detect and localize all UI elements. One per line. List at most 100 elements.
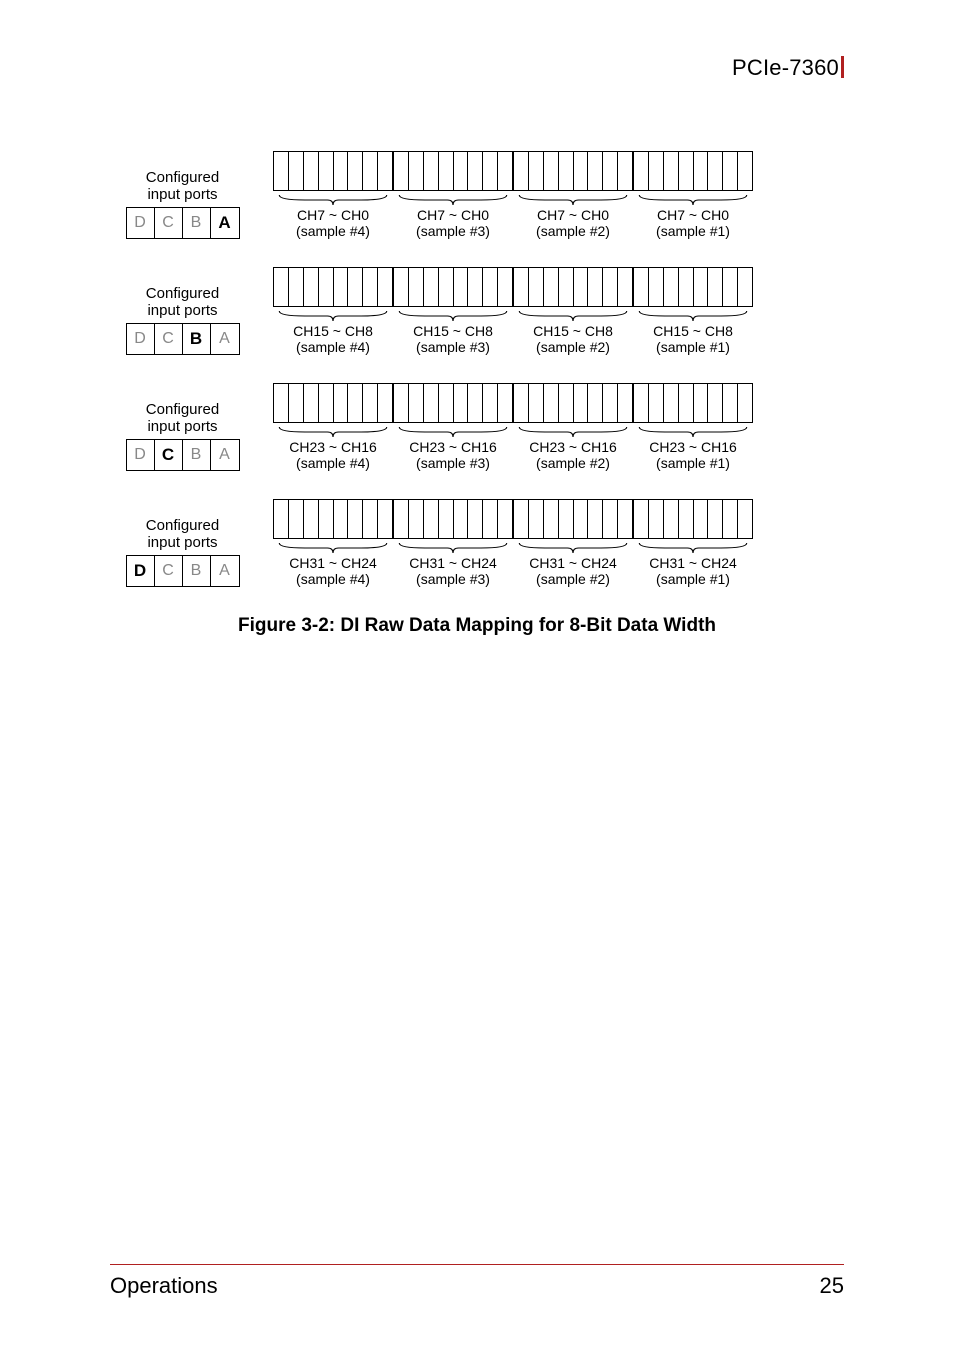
bit-cell [514, 384, 529, 422]
sample-group: CH15 ~ CH8 (sample #2) [513, 309, 633, 355]
bit-cell [618, 152, 634, 190]
diagram-area: Configured input ports D C B A CH7 ~ CH0… [110, 151, 844, 637]
bit-cell [634, 152, 649, 190]
bit-cell [424, 384, 439, 422]
bit-cell [363, 268, 378, 306]
bit-cell [723, 384, 738, 422]
bit-cell [304, 152, 319, 190]
sample-number: (sample #3) [416, 455, 490, 471]
bit-cell [723, 152, 738, 190]
brace-row: CH31 ~ CH24 (sample #4) CH31 ~ CH24 (sam… [273, 541, 753, 587]
bit-cell [304, 500, 319, 538]
bit-cell [679, 152, 694, 190]
bit-cell [574, 384, 589, 422]
sample-number: (sample #3) [416, 223, 490, 239]
sample-group: CH7 ~ CH0 (sample #4) [273, 193, 393, 239]
bit-cell [363, 384, 378, 422]
footer-page-number: 25 [820, 1273, 844, 1299]
bit-cell [514, 152, 529, 190]
port-letters: D C B A [126, 207, 240, 239]
bit-cell [319, 152, 334, 190]
bit-cell [649, 152, 664, 190]
bit-cell [588, 268, 603, 306]
brace-icon [397, 541, 509, 555]
bit-cell [559, 500, 574, 538]
channel-range: CH15 ~ CH8 [533, 323, 613, 339]
bit-cell [483, 268, 498, 306]
port-letter-c: C [155, 556, 183, 586]
bit-cell [603, 152, 618, 190]
config-label: Configured input ports [146, 401, 219, 435]
sample-group: CH31 ~ CH24 (sample #4) [273, 541, 393, 587]
bit-cell [439, 268, 454, 306]
sample-group: CH7 ~ CH0 (sample #3) [393, 193, 513, 239]
brace-row: CH15 ~ CH8 (sample #4) CH15 ~ CH8 (sampl… [273, 309, 753, 355]
config-label-line1: Configured [146, 169, 219, 186]
brace-row: CH23 ~ CH16 (sample #4) CH23 ~ CH16 (sam… [273, 425, 753, 471]
bit-cell [679, 500, 694, 538]
brace-icon [517, 425, 629, 439]
sample-number: (sample #4) [296, 223, 370, 239]
config-label-line1: Configured [146, 517, 219, 534]
bit-cell [274, 384, 289, 422]
footer-section: Operations [110, 1273, 218, 1299]
port-letter-c: C [155, 440, 183, 470]
bit-cell [289, 384, 304, 422]
bit-cell [708, 500, 723, 538]
bit-cell [738, 268, 752, 306]
bit-cell [439, 152, 454, 190]
channel-range: CH31 ~ CH24 [529, 555, 617, 571]
bit-cell [588, 152, 603, 190]
bit-cell [559, 384, 574, 422]
port-letters: D C B A [126, 323, 240, 355]
bit-cell [439, 384, 454, 422]
bit-cell [498, 500, 514, 538]
bit-cell [363, 500, 378, 538]
sample-number: (sample #3) [416, 571, 490, 587]
port-letter-b: B [183, 556, 211, 586]
bit-cell [634, 500, 649, 538]
sample-strip-block: CH15 ~ CH8 (sample #4) CH15 ~ CH8 (sampl… [255, 267, 844, 355]
bit-cell [334, 152, 349, 190]
bit-cell [394, 384, 409, 422]
bit-cell [574, 268, 589, 306]
bit-cell [409, 152, 424, 190]
config-label-line2: input ports [147, 302, 217, 319]
config-ports-block: Configured input ports D C B A [110, 517, 255, 587]
bit-cell [424, 500, 439, 538]
bit-cell [708, 268, 723, 306]
sample-group: CH31 ~ CH24 (sample #3) [393, 541, 513, 587]
brace-row: CH7 ~ CH0 (sample #4) CH7 ~ CH0 (sample … [273, 193, 753, 239]
bit-cell [454, 268, 469, 306]
bit-cell [424, 152, 439, 190]
bit-cell [649, 384, 664, 422]
port-letter-d: D [127, 440, 155, 470]
bit-cell [304, 384, 319, 422]
sample-group: CH23 ~ CH16 (sample #1) [633, 425, 753, 471]
brace-icon [517, 541, 629, 555]
channel-range: CH23 ~ CH16 [529, 439, 617, 455]
channel-range: CH7 ~ CH0 [297, 207, 369, 223]
sample-group: CH31 ~ CH24 (sample #2) [513, 541, 633, 587]
brace-icon [277, 425, 389, 439]
sample-strip-block: CH23 ~ CH16 (sample #4) CH23 ~ CH16 (sam… [255, 383, 844, 471]
diagram-row: Configured input ports D C B A CH15 ~ CH… [110, 267, 844, 355]
sample-number: (sample #3) [416, 339, 490, 355]
sample-group: CH31 ~ CH24 (sample #1) [633, 541, 753, 587]
bit-cell [334, 268, 349, 306]
bit-cell [679, 268, 694, 306]
bit-cell [738, 152, 752, 190]
bit-cell [514, 500, 529, 538]
bit-cell [378, 152, 394, 190]
bit-cell [664, 152, 679, 190]
bit-cell [679, 384, 694, 422]
header-accent-bar [841, 56, 844, 78]
port-letters: D C B A [126, 439, 240, 471]
config-label: Configured input ports [146, 285, 219, 319]
bit-cell [394, 500, 409, 538]
brace-icon [517, 309, 629, 323]
port-letter-c: C [155, 324, 183, 354]
config-label-line2: input ports [147, 186, 217, 203]
sample-number: (sample #4) [296, 571, 370, 587]
bit-cell [618, 268, 634, 306]
